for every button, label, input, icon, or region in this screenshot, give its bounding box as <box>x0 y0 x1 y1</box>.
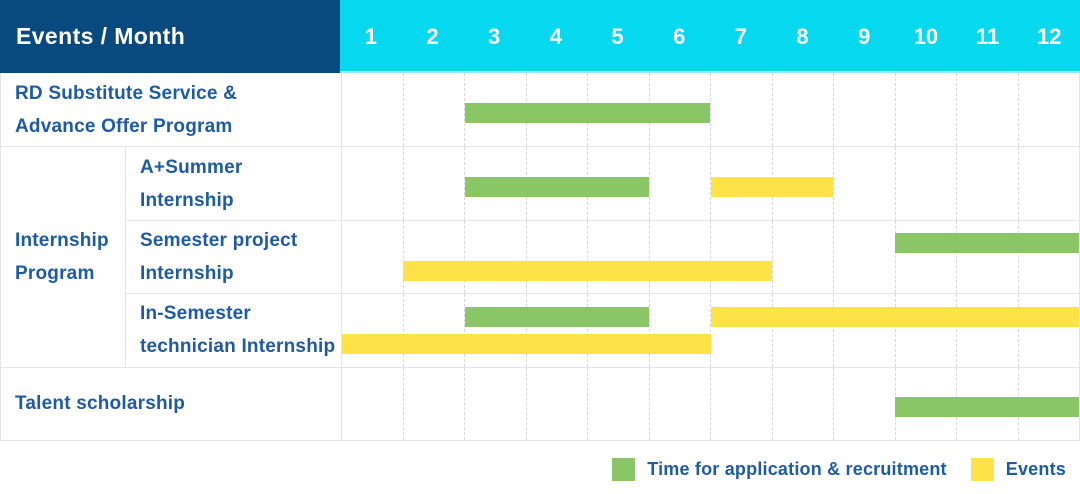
month-gridline <box>957 147 1019 220</box>
month-gridline <box>342 367 404 440</box>
application-bar <box>464 306 650 327</box>
month-gridline <box>404 294 465 367</box>
application-bar <box>894 233 1079 254</box>
month-header-cell: 8 <box>796 23 809 49</box>
month-gridline <box>957 220 1019 294</box>
month-gridline <box>957 294 1019 367</box>
month-gridline <box>773 147 834 220</box>
month-gridline <box>465 220 527 294</box>
month-header-cell: 2 <box>426 23 439 49</box>
month-header-cell: 3 <box>488 23 501 49</box>
month-gridline <box>527 294 588 367</box>
legend: Time for application & recruitment Events <box>0 441 1080 481</box>
month-header-cell: 6 <box>673 23 686 49</box>
legend-item: Time for application & recruitment <box>612 458 947 481</box>
application-bar <box>464 103 711 124</box>
month-gridline <box>650 73 711 147</box>
legend-label: Events <box>1005 459 1066 479</box>
month-gridline <box>773 367 834 440</box>
row-label: RD Substitute Service & Advance Offer Pr… <box>15 82 238 137</box>
row-timeline <box>341 366 1079 440</box>
month-gridlines <box>342 220 1080 294</box>
month-gridline <box>834 294 896 367</box>
row-timeline <box>341 146 1080 220</box>
month-header-row: 1 2 3 4 5 6 7 8 9 10 11 12 <box>340 0 1080 73</box>
month-gridline <box>1019 294 1080 366</box>
legend-item: Events <box>970 458 1066 481</box>
month-gridline <box>896 73 957 147</box>
month-header-cell: 12 <box>1036 23 1062 49</box>
month-gridline <box>773 294 834 367</box>
application-swatch <box>612 458 636 481</box>
month-gridline <box>896 147 957 220</box>
legend-label: Time for application & recruitment <box>647 459 947 479</box>
month-gridline <box>650 147 711 220</box>
events-bar <box>342 334 711 355</box>
row-timeline <box>341 293 1080 367</box>
month-gridline <box>896 294 957 367</box>
row-label: Semester project Internship <box>125 219 341 294</box>
month-header-cell: 5 <box>611 23 624 49</box>
month-gridline <box>711 294 773 367</box>
row-label: In-Semester technician Internship <box>125 293 341 367</box>
month-gridline <box>404 147 465 220</box>
events-bar <box>403 260 772 281</box>
gantt-body: RD Substitute Service & Advance Offer Pr… <box>0 73 1080 441</box>
month-gridline <box>896 220 957 294</box>
month-gridline <box>465 367 527 440</box>
month-gridline <box>465 294 527 367</box>
application-bar <box>894 397 1079 418</box>
month-gridline <box>527 220 588 294</box>
month-gridline <box>834 220 896 294</box>
month-gridline <box>650 367 711 440</box>
events-swatch <box>970 458 994 481</box>
month-header-cell: 7 <box>734 23 747 49</box>
month-gridline <box>711 220 773 294</box>
table-header: Events / Month 1 2 3 4 5 6 7 8 9 10 11 12 <box>0 0 1080 73</box>
month-gridline <box>527 367 588 440</box>
row-label: A+Summer Internship <box>125 146 341 220</box>
month-gridline <box>650 294 711 367</box>
month-gridline <box>588 294 650 367</box>
month-gridline <box>342 294 404 367</box>
month-gridline <box>588 367 650 440</box>
month-header-cell: 1 <box>364 23 377 49</box>
month-header-cell: 4 <box>549 23 562 49</box>
events-bar <box>710 177 834 198</box>
application-bar <box>464 177 650 198</box>
month-gridline <box>1019 73 1080 146</box>
month-gridline <box>588 220 650 294</box>
month-gridline <box>957 73 1019 147</box>
month-gridline <box>404 367 465 440</box>
month-gridline <box>342 147 404 220</box>
month-gridlines <box>342 73 1080 147</box>
group-label: Internship Program <box>1 146 125 366</box>
month-gridline <box>342 220 404 294</box>
row-timeline <box>341 219 1080 294</box>
month-gridline <box>773 73 834 147</box>
row-timeline <box>341 73 1080 147</box>
month-gridline <box>404 220 465 294</box>
month-gridline <box>711 73 773 147</box>
month-header-cell: 10 <box>913 23 939 49</box>
month-gridline <box>711 367 773 440</box>
month-gridline <box>1019 147 1080 219</box>
row-label: Talent scholarship <box>1 366 341 440</box>
month-gridline <box>650 220 711 294</box>
month-gridline <box>773 220 834 294</box>
month-gridlines <box>342 294 1080 367</box>
month-gridline <box>834 367 896 440</box>
events-month-title: Events / Month <box>0 0 340 73</box>
month-header-cell: 9 <box>858 23 871 49</box>
month-gridline <box>1019 221 1080 293</box>
month-gridline <box>342 73 404 147</box>
month-gridline <box>834 147 896 220</box>
month-gridline <box>404 73 465 147</box>
month-gridline <box>834 73 896 147</box>
events-bar <box>710 306 1079 327</box>
month-header-cell: 11 <box>975 23 1000 49</box>
